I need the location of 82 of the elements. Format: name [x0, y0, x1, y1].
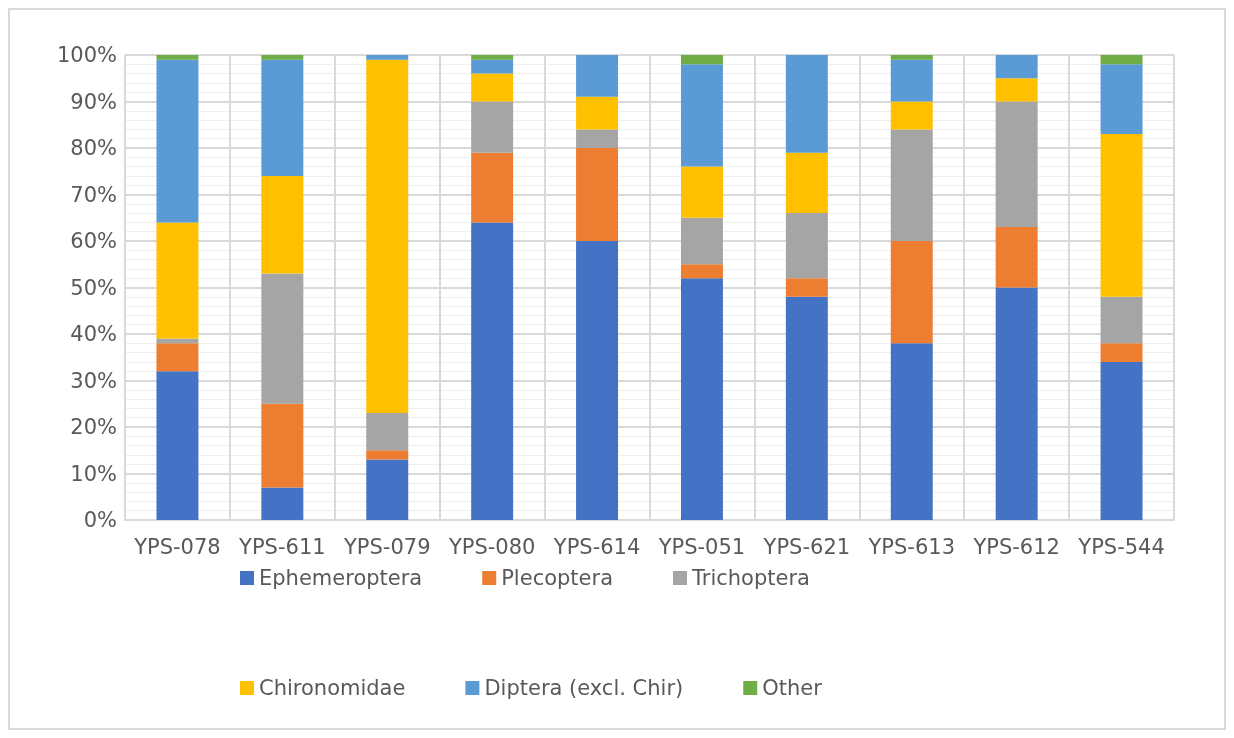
x-tick-label: YPS-079 [343, 534, 431, 559]
y-tick-label: 10% [70, 461, 117, 486]
x-tick-label: YPS-613 [867, 534, 955, 559]
legend-label: Plecoptera [501, 566, 614, 590]
legend-label: Other [762, 676, 823, 700]
y-tick-label: 0% [83, 508, 117, 532]
bar [890, 101, 933, 130]
x-tick-label: YPS-544 [1077, 534, 1165, 559]
bar [366, 55, 409, 60]
bar [156, 222, 199, 339]
x-tick-label: YPS-612 [972, 534, 1060, 559]
bar [156, 59, 199, 223]
bar [366, 413, 409, 451]
bar [995, 287, 1038, 520]
bar [576, 96, 619, 130]
bar [471, 222, 514, 520]
bar [785, 278, 828, 297]
bar [261, 55, 304, 60]
bar [995, 78, 1038, 102]
x-tick-label: YPS-078 [133, 534, 221, 559]
bar [680, 264, 723, 279]
bar [261, 403, 304, 488]
x-tick-label: YPS-621 [762, 534, 851, 559]
bar [471, 59, 514, 74]
x-tick-label: YPS-614 [552, 534, 641, 559]
bar [1100, 343, 1143, 362]
bar [680, 166, 723, 218]
y-tick-label: 50% [70, 275, 117, 300]
bar [680, 55, 723, 65]
bar [890, 129, 933, 241]
x-tick-label: YPS-080 [447, 534, 536, 559]
bar [366, 450, 409, 460]
bar [680, 278, 723, 520]
bar [1100, 134, 1143, 297]
bar [680, 217, 723, 265]
y-tick-label: 100% [56, 43, 117, 67]
bar [890, 241, 933, 344]
x-tick-label: YPS-611 [238, 534, 326, 559]
bar [261, 273, 304, 404]
bar [890, 343, 933, 520]
bar [1100, 296, 1143, 344]
bar [1100, 55, 1143, 65]
legend-label: Trichoptera [691, 566, 810, 590]
y-tick-label: 60% [70, 229, 117, 253]
y-tick-label: 30% [70, 368, 117, 393]
y-tick-label: 80% [70, 136, 117, 160]
bar [261, 175, 304, 274]
bar [785, 213, 828, 279]
y-tick-label: 40% [70, 322, 117, 346]
bar [576, 148, 619, 241]
bar [261, 487, 304, 520]
y-tick-label: 70% [70, 182, 117, 207]
bar [890, 55, 933, 60]
bar [261, 59, 304, 176]
bar [156, 371, 199, 520]
bar [995, 55, 1038, 79]
legend-label: Diptera (excl. Chir) [484, 676, 684, 700]
bar [995, 101, 1038, 228]
bar [576, 129, 619, 148]
bar [471, 55, 514, 60]
bar [471, 152, 514, 223]
bar [785, 55, 828, 153]
bar [471, 73, 514, 102]
legend-label: Ephemeroptera [259, 566, 423, 590]
bar [471, 101, 514, 153]
bar [156, 343, 199, 372]
bar [890, 59, 933, 102]
bar [785, 152, 828, 214]
y-tick-label: 90% [70, 89, 117, 114]
bar [156, 55, 199, 60]
bar [1100, 64, 1143, 135]
bar [366, 59, 409, 414]
bar [576, 241, 619, 520]
y-tick-label: 20% [70, 415, 117, 439]
bar [366, 459, 409, 520]
bar [1100, 361, 1143, 520]
legend-label: Chironomidae [259, 676, 406, 700]
bar [785, 296, 828, 520]
bar [680, 64, 723, 167]
x-tick-label: YPS-051 [657, 534, 746, 559]
bar [995, 227, 1038, 288]
bar [576, 55, 619, 97]
